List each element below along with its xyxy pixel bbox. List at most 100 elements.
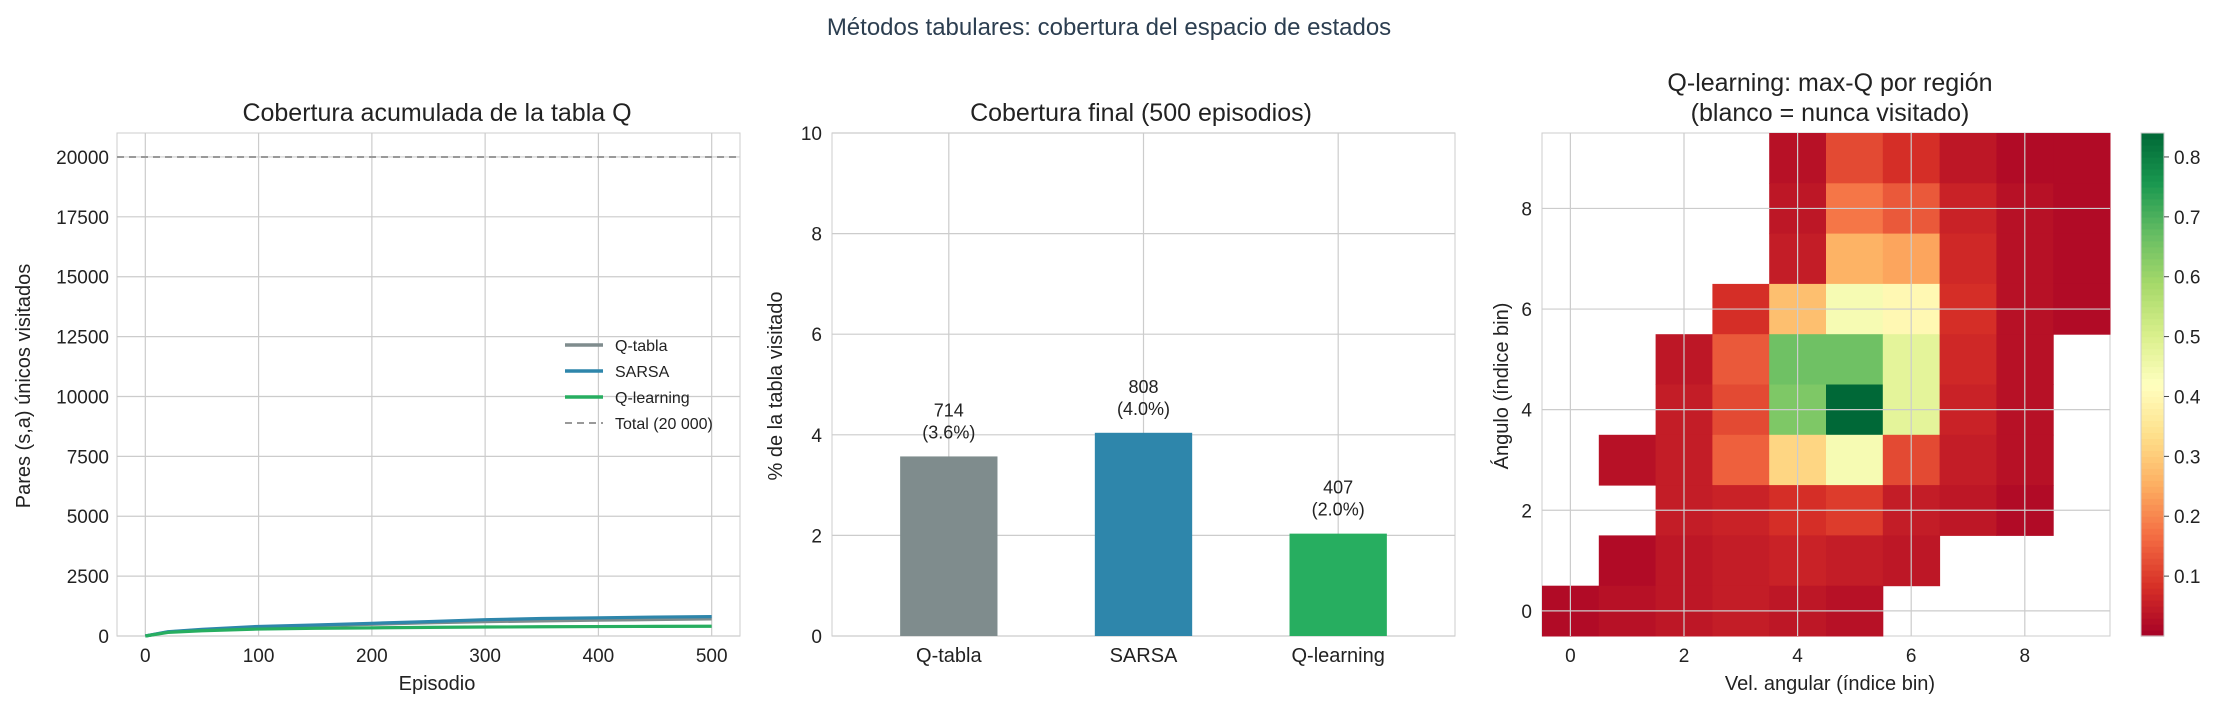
panel1-y-tick-label: 5000 xyxy=(67,507,109,528)
panel3-colorbar-tick-label: 0.5 xyxy=(2174,328,2200,349)
panel3-colorbar-segment xyxy=(2141,540,2164,547)
panel3-colorbar-segment xyxy=(2141,516,2164,523)
panel1-x-tick-label: 400 xyxy=(583,646,615,667)
panel3-colorbar-segment xyxy=(2141,504,2164,511)
panel2-bar-label-percent: (2.0%) xyxy=(1312,500,1365,520)
panel3-colorbar-segment xyxy=(2141,144,2164,152)
panel3-colorbar-tick-label: 0.2 xyxy=(2174,507,2200,528)
panel3-colorbar-segment xyxy=(2141,246,2164,254)
panel3-colorbar-segment xyxy=(2141,240,2164,248)
panel1-y-tick-label: 0 xyxy=(98,627,109,648)
panel3-colorbar-segment xyxy=(2141,366,2164,374)
panel2-bar-label-count: 808 xyxy=(1128,377,1158,397)
panel3-colorbar-segment xyxy=(2141,312,2164,320)
panel2-bar-label-percent: (3.6%) xyxy=(922,422,975,442)
panel3-colorbar-segment xyxy=(2141,180,2164,188)
panel1-ylabel: Pares (s,a) únicos visitados xyxy=(13,264,35,509)
panel1-x-tick-label: 100 xyxy=(243,646,275,667)
panel3-colorbar-segment xyxy=(2141,138,2164,146)
panel3-colorbar-segment xyxy=(2141,258,2164,266)
panel3-x-tick-label: 4 xyxy=(1792,646,1803,667)
panel3-colorbar-segment xyxy=(2141,204,2164,212)
panel3-xlabel: Vel. angular (índice bin) xyxy=(1725,673,1935,695)
panel3-colorbar-segment xyxy=(2141,522,2164,529)
panel3-colorbar-segment xyxy=(2141,384,2164,392)
panel2-y-tick-label: 6 xyxy=(811,325,822,346)
panel3-colorbar-segment xyxy=(2141,378,2164,386)
panel1-legend-label: Total (20 000) xyxy=(615,416,713,433)
panel2-y-tick-label: 0 xyxy=(811,627,822,648)
panel3-heatmap-cell xyxy=(2053,233,2111,285)
panel3-colorbar-segment xyxy=(2141,588,2164,595)
panel3-colorbar-segment xyxy=(2141,438,2164,445)
panel3-colorbar-segment xyxy=(2141,462,2164,469)
panel3-colorbar-segment xyxy=(2141,552,2164,559)
panel3-colorbar-segment xyxy=(2141,630,2164,637)
panel1-x-tick-label: 500 xyxy=(696,646,728,667)
panel1-plot-area xyxy=(116,132,741,637)
panel3-colorbar-segment xyxy=(2141,348,2164,356)
panel3-colorbar-segment xyxy=(2141,618,2164,625)
panel3-y-tick-label: 2 xyxy=(1521,501,1532,522)
panel3-heatmap-cell xyxy=(2053,133,2111,184)
panel1-xlabel: Episodio xyxy=(399,673,476,695)
panel3-colorbar-segment xyxy=(2141,282,2164,290)
panel3-colorbar-segment xyxy=(2141,474,2164,481)
panel2-bar xyxy=(1094,432,1193,636)
panel3-colorbar-tick-label: 0.3 xyxy=(2174,447,2200,468)
panel2-x-tick-label: SARSA xyxy=(1110,645,1178,667)
panel3-colorbar-segment xyxy=(2141,558,2164,565)
panel3-heatmap-cell xyxy=(1712,334,1770,385)
panel3-colorbar-segment xyxy=(2141,600,2164,607)
panel3-colorbar-segment xyxy=(2141,582,2164,589)
panel2-bar xyxy=(900,456,998,636)
panel3-ylabel: Ángulo (índice bin) xyxy=(1490,303,1513,470)
panel3-colorbar-segment xyxy=(2141,456,2164,463)
panel3-colorbar-segment xyxy=(2141,264,2164,272)
panel3-colorbar-segment xyxy=(2141,252,2164,260)
panel2-y-tick-label: 2 xyxy=(811,526,822,547)
panel1-y-tick-label: 12500 xyxy=(56,328,109,349)
panel3-colorbar-segment xyxy=(2141,396,2164,404)
panel3-colorbar-segment xyxy=(2141,546,2164,553)
panel1-legend-label: Q-tabla xyxy=(615,338,668,355)
panel3-colorbar-segment xyxy=(2141,444,2164,451)
panel2-ylabel: % de la tabla visitado xyxy=(765,291,787,480)
panel3-heatmap-cell xyxy=(1939,133,1997,184)
panel3-colorbar-segment xyxy=(2141,156,2164,164)
panel2-bar-label-count: 407 xyxy=(1323,478,1353,498)
panel3-colorbar-segment xyxy=(2141,420,2164,428)
panel2-bar-label-count: 714 xyxy=(934,400,964,420)
panel2-y-tick-label: 8 xyxy=(811,225,822,246)
panel1-y-tick-label: 15000 xyxy=(56,268,109,289)
panel2-x-tick-label: Q-learning xyxy=(1291,645,1384,667)
panel3-x-tick-label: 0 xyxy=(1565,646,1576,667)
panel1-y-tick-label: 2500 xyxy=(67,567,109,588)
panel3-colorbar-segment xyxy=(2141,480,2164,487)
panel3-x-tick-label: 2 xyxy=(1679,646,1690,667)
panel3-heatmap-cell xyxy=(1939,334,1997,385)
panel1-legend-label: Q-learning xyxy=(615,390,690,407)
panel3-colorbar-tick-label: 0.7 xyxy=(2174,208,2200,229)
panel1-legend-label: SARSA xyxy=(615,364,670,381)
panel3-colorbar-segment xyxy=(2141,624,2164,631)
panel3-y-tick-label: 6 xyxy=(1521,300,1532,321)
panel1-y-tick-label: 17500 xyxy=(56,208,109,229)
panel1-y-tick-label: 7500 xyxy=(67,447,109,468)
panel3-subtitle: (blanco = nunca visitado) xyxy=(1691,99,1970,127)
panel-max-q-heatmap: Q-learning: max-Q por región (blanco = n… xyxy=(1490,69,2201,695)
panel3-x-tick-label: 8 xyxy=(2020,646,2031,667)
panel2-y-tick-label: 4 xyxy=(811,426,822,447)
panel3-colorbar-segment xyxy=(2141,408,2164,416)
panel1-x-tick-label: 300 xyxy=(469,646,501,667)
panel3-colorbar-segment xyxy=(2141,576,2164,583)
panel3-heatmap-cell xyxy=(1826,535,1884,587)
panel3-heatmap-cell xyxy=(1826,434,1884,486)
panel-cumulative-coverage: Cobertura acumulada de la tabla Q Episod… xyxy=(13,99,741,695)
panel3-colorbar-tick-label: 0.1 xyxy=(2174,567,2200,588)
panel-final-coverage: Cobertura final (500 episodios) % de la … xyxy=(765,99,1456,667)
panel3-colorbar-tick-label: 0.8 xyxy=(2174,148,2200,169)
panel3-colorbar-segment xyxy=(2141,300,2164,308)
panel3-y-tick-label: 4 xyxy=(1521,401,1532,422)
panel2-bar-label-percent: (4.0%) xyxy=(1117,399,1170,419)
